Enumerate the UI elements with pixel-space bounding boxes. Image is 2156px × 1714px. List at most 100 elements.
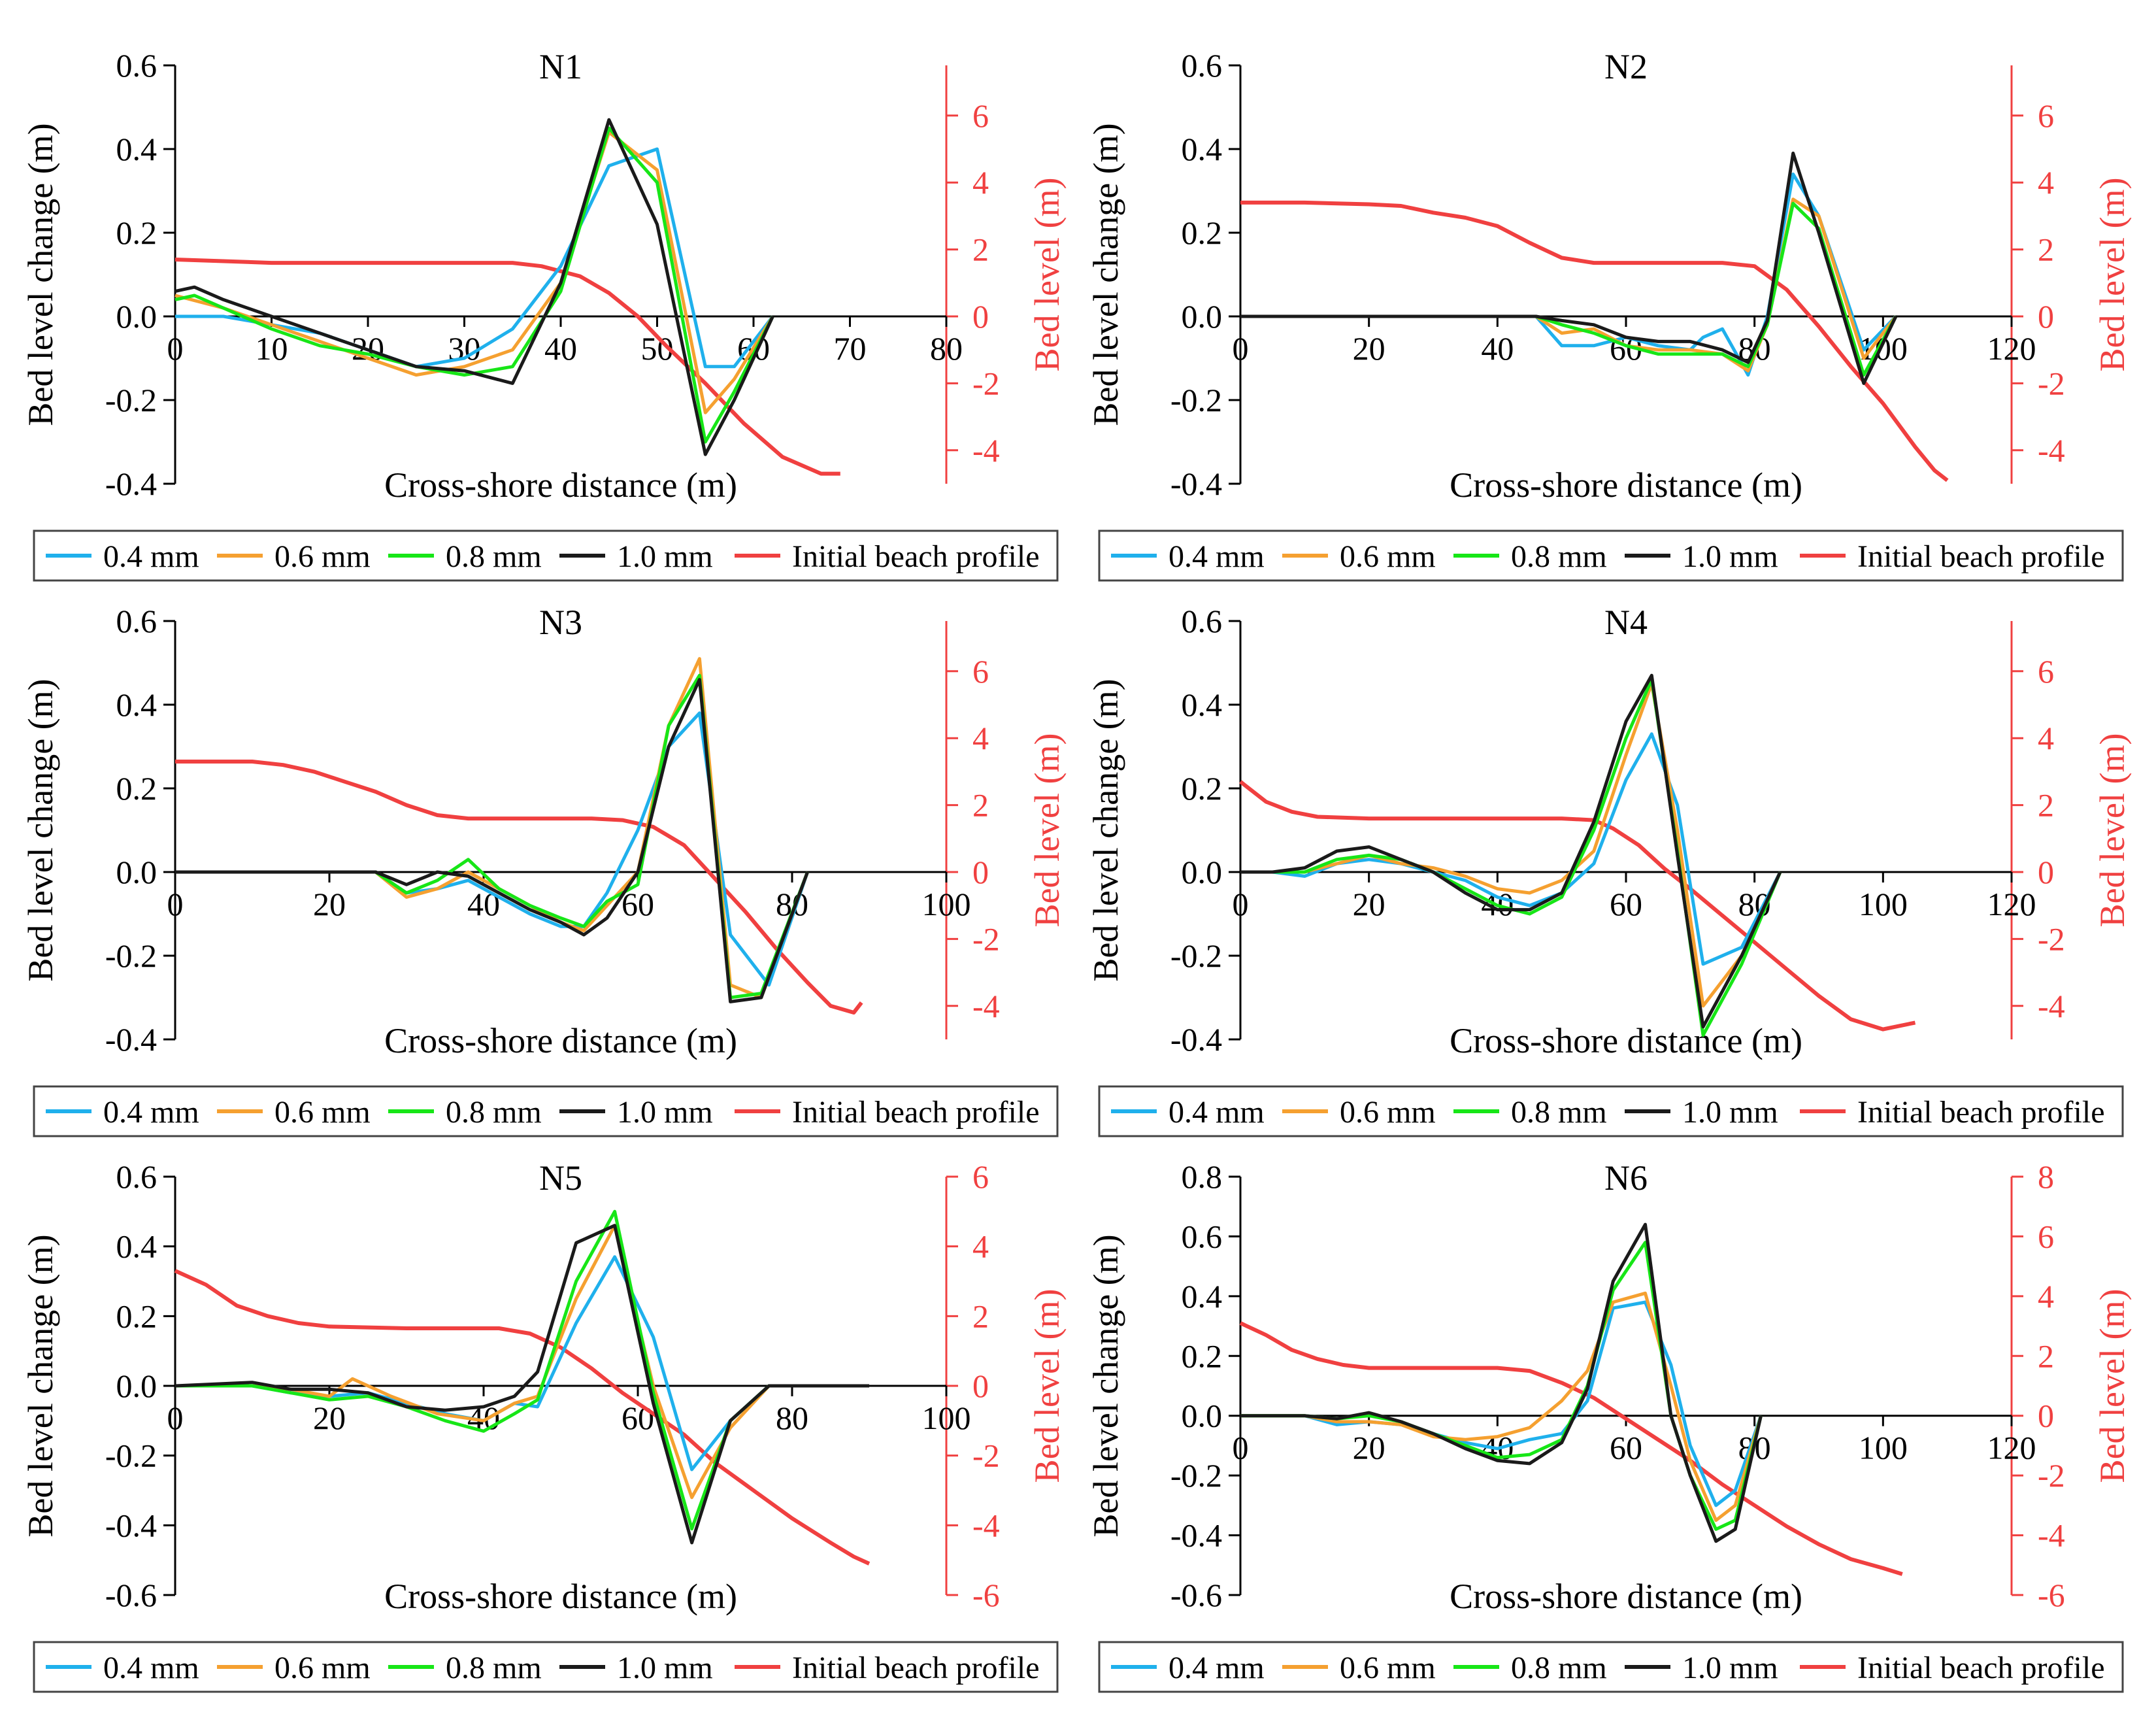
y2-tick-label: -2	[2038, 920, 2065, 957]
y-tick-label: -0.2	[105, 937, 157, 974]
y2-axis-label: Bed level (m)	[1027, 733, 1067, 928]
y2-tick-label: 6	[972, 97, 989, 134]
y-tick-label: -0.2	[1170, 382, 1222, 418]
y-tick-label: 0.2	[1182, 214, 1223, 251]
x-tick-label: 80	[930, 330, 963, 367]
y2-tick-label: 2	[972, 1298, 989, 1334]
x-tick-label: 100	[1859, 886, 1908, 922]
y-tick-label: 0.0	[1182, 1398, 1223, 1434]
y2-tick-label: -2	[2038, 1457, 2065, 1494]
y-tick-label: -0.4	[1170, 1021, 1222, 1058]
series-line-0-6-mm	[1240, 1291, 1763, 1522]
y-axis-label: Bed level change (m)	[21, 679, 60, 981]
x-tick-label: 20	[313, 1400, 346, 1436]
x-tick-label: 20	[1353, 1430, 1385, 1466]
y-tick-label: -0.4	[105, 1021, 157, 1058]
y-tick-label: 0.4	[1182, 1278, 1223, 1315]
y-tick-label: -0.6	[1170, 1577, 1222, 1613]
y-axis-label: Bed level change (m)	[21, 1234, 60, 1537]
series-line-initial-beach-profile	[175, 760, 863, 1015]
series-line-initial-beach-profile	[174, 1269, 871, 1566]
series-line-1-0-mm	[174, 118, 774, 456]
legend-label: Initial beach profile	[792, 1095, 1040, 1130]
y-tick-label: 0.0	[116, 1368, 158, 1404]
y2-axis-label: Bed level (m)	[2093, 733, 2132, 928]
x-tick-label: 40	[1481, 330, 1514, 367]
x-tick-label: 20	[313, 886, 346, 922]
legend-label: 1.0 mm	[617, 1095, 713, 1130]
y-tick-label: 0.2	[1182, 1337, 1223, 1374]
y2-tick-label: 6	[972, 653, 989, 690]
legend-label: 0.6 mm	[1340, 1651, 1436, 1685]
legend-label: 1.0 mm	[1682, 1651, 1778, 1685]
y2-tick-label: 6	[972, 1158, 989, 1195]
x-axis-label: Cross-shore distance (m)	[1450, 1577, 1802, 1616]
x-tick-label: 70	[834, 330, 867, 367]
y-tick-label: 0.6	[1182, 603, 1223, 639]
legend: 0.4 mm 0.6 mm 0.8 mm 1.0 mm Initial beach pr…	[1098, 529, 2124, 582]
series-line-1-0-mm	[1240, 673, 1782, 1029]
legend: 0.4 mm 0.6 mm 0.8 mm 1.0 mm Initial beach pr…	[33, 1641, 1059, 1693]
y2-tick-label: 4	[2038, 164, 2054, 201]
y-tick-label: 0.2	[116, 214, 158, 251]
series-line-0-8-mm	[174, 126, 774, 444]
series-line-0-8-mm	[1240, 1241, 1763, 1531]
panel-title: N4	[1604, 603, 1648, 642]
panel-n6: -0.6 -0.4 -0.2 0.0 0.2 0.4 0.6 0.8 -6 -4 -2 0 2 4 6 8 0 2…	[1086, 1158, 2132, 1693]
x-axis-label: Cross-shore distance (m)	[384, 465, 737, 505]
y2-tick-label: 4	[972, 720, 989, 756]
legend-label: 0.4 mm	[1169, 539, 1265, 574]
legend-label: 0.4 mm	[103, 1651, 199, 1685]
legend-label: 0.4 mm	[1169, 1095, 1265, 1130]
legend-label: 0.4 mm	[103, 1095, 199, 1130]
x-tick-label: 20	[1353, 886, 1385, 922]
legend-label: 0.4 mm	[103, 539, 199, 574]
legend-box	[33, 529, 1059, 582]
legend-box	[1098, 1641, 2124, 1693]
y2-tick-label: 0	[2038, 854, 2054, 890]
y-tick-label: -0.2	[1170, 1457, 1222, 1494]
legend-label: 0.8 mm	[446, 539, 542, 574]
x-tick-label: 10	[256, 330, 288, 367]
y2-tick-label: -4	[972, 432, 1000, 469]
y-axis-label: Bed level change (m)	[1086, 123, 1125, 426]
y-tick-label: 0.4	[1182, 131, 1223, 167]
y2-axis-label: Bed level (m)	[2093, 178, 2132, 372]
y2-tick-label: -2	[972, 920, 1000, 957]
y2-tick-label: 4	[972, 1228, 989, 1265]
series-line-initial-beach-profile	[1239, 780, 1916, 1032]
y-tick-label: 0.8	[1182, 1158, 1223, 1195]
y2-tick-label: -4	[2038, 432, 2065, 469]
y-tick-label: -0.4	[105, 465, 157, 502]
x-tick-label: 20	[1353, 330, 1385, 367]
y2-tick-label: 4	[2038, 1278, 2054, 1315]
x-tick-label: 0	[1233, 1430, 1249, 1466]
x-tick-label: 0	[1233, 886, 1249, 922]
y-tick-label: -0.4	[105, 1507, 157, 1543]
series-line-initial-beach-profile	[1239, 1321, 1903, 1576]
y2-tick-label: 6	[2038, 97, 2054, 134]
y-tick-label: 0.4	[116, 131, 158, 167]
y2-tick-label: 2	[972, 787, 989, 824]
y2-tick-label: 4	[2038, 720, 2054, 756]
legend-box	[1098, 529, 2124, 582]
legend-label: Initial beach profile	[1857, 1651, 2105, 1685]
y-tick-label: 0.2	[1182, 770, 1223, 807]
x-tick-label: 60	[1610, 1430, 1642, 1466]
x-tick-label: 40	[544, 330, 577, 367]
series-line-1-0-mm	[175, 678, 809, 1003]
legend-label: 1.0 mm	[1682, 539, 1778, 574]
x-tick-label: 100	[922, 1400, 971, 1436]
y-tick-label: 0.6	[116, 47, 158, 84]
series-line-0-6-mm	[175, 1224, 869, 1500]
series-line-0-8-mm	[175, 1209, 869, 1531]
y-tick-label: -0.4	[1170, 1517, 1222, 1554]
legend-box	[1098, 1085, 2124, 1137]
x-tick-label: 80	[776, 1400, 808, 1436]
panel-title: N6	[1604, 1158, 1648, 1198]
y-tick-label: 0.0	[1182, 854, 1223, 890]
